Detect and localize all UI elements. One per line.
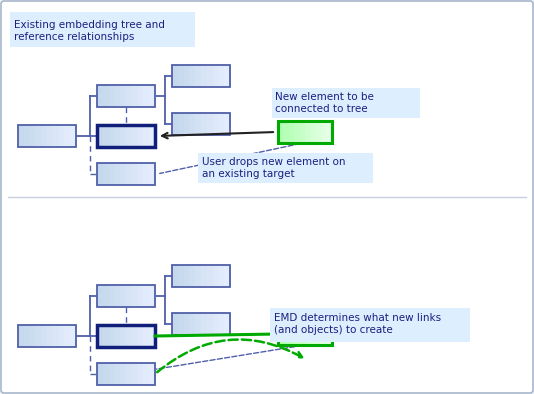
- Bar: [97, 163, 155, 185]
- Bar: [172, 313, 230, 335]
- Bar: [114, 285, 121, 307]
- Bar: [172, 65, 178, 87]
- Bar: [70, 325, 76, 347]
- Bar: [18, 325, 76, 347]
- Bar: [24, 325, 30, 347]
- Bar: [172, 113, 230, 135]
- Bar: [172, 265, 230, 287]
- Bar: [305, 323, 311, 345]
- Bar: [53, 325, 59, 347]
- Bar: [201, 113, 207, 135]
- Bar: [18, 125, 25, 147]
- Bar: [138, 85, 144, 107]
- Bar: [126, 325, 132, 347]
- Bar: [47, 125, 53, 147]
- Bar: [190, 113, 195, 135]
- Bar: [114, 163, 121, 185]
- Bar: [294, 121, 300, 143]
- Bar: [97, 363, 155, 385]
- Bar: [213, 265, 219, 287]
- Bar: [108, 325, 115, 347]
- Bar: [278, 121, 332, 143]
- Bar: [97, 125, 103, 147]
- Bar: [184, 265, 190, 287]
- Bar: [289, 323, 295, 345]
- Bar: [327, 121, 333, 143]
- Bar: [114, 85, 121, 107]
- Bar: [120, 125, 127, 147]
- Bar: [97, 85, 103, 107]
- Bar: [149, 285, 155, 307]
- Bar: [310, 323, 316, 345]
- Bar: [41, 325, 48, 347]
- Bar: [41, 125, 48, 147]
- Bar: [207, 313, 213, 335]
- Bar: [132, 363, 138, 385]
- Bar: [195, 265, 201, 287]
- Bar: [178, 313, 184, 335]
- Bar: [120, 163, 127, 185]
- Bar: [65, 125, 70, 147]
- Bar: [218, 65, 225, 87]
- Bar: [149, 325, 155, 347]
- Bar: [132, 163, 138, 185]
- Bar: [316, 121, 321, 143]
- Bar: [126, 285, 132, 307]
- Bar: [114, 325, 121, 347]
- Bar: [18, 125, 76, 147]
- Bar: [207, 265, 213, 287]
- Bar: [144, 363, 150, 385]
- Bar: [207, 113, 213, 135]
- Bar: [108, 163, 115, 185]
- Bar: [97, 163, 103, 185]
- Bar: [144, 125, 150, 147]
- Bar: [35, 125, 42, 147]
- Bar: [138, 325, 144, 347]
- Bar: [198, 153, 373, 183]
- Bar: [97, 363, 103, 385]
- Bar: [114, 125, 121, 147]
- Bar: [278, 121, 284, 143]
- Bar: [97, 285, 103, 307]
- Bar: [284, 121, 289, 143]
- Bar: [132, 85, 138, 107]
- Bar: [97, 125, 155, 147]
- Bar: [178, 113, 184, 135]
- Bar: [218, 113, 225, 135]
- Bar: [132, 125, 138, 147]
- Bar: [149, 363, 155, 385]
- Text: EMD determines what new links
(and objects) to create: EMD determines what new links (and objec…: [274, 313, 441, 335]
- Bar: [103, 125, 109, 147]
- Bar: [195, 65, 201, 87]
- Bar: [327, 323, 333, 345]
- Bar: [224, 113, 231, 135]
- Bar: [144, 325, 150, 347]
- Bar: [195, 113, 201, 135]
- Bar: [103, 325, 109, 347]
- Bar: [10, 12, 195, 47]
- Bar: [316, 323, 321, 345]
- Bar: [103, 85, 109, 107]
- Bar: [294, 323, 300, 345]
- Bar: [224, 65, 231, 87]
- Bar: [300, 121, 305, 143]
- Bar: [305, 121, 311, 143]
- Bar: [224, 265, 231, 287]
- Bar: [149, 125, 155, 147]
- Bar: [178, 65, 184, 87]
- Bar: [278, 323, 332, 345]
- Bar: [272, 88, 420, 118]
- Bar: [132, 325, 138, 347]
- Bar: [207, 65, 213, 87]
- Bar: [278, 323, 284, 345]
- Bar: [138, 125, 144, 147]
- Bar: [103, 285, 109, 307]
- Bar: [108, 285, 115, 307]
- Bar: [97, 325, 103, 347]
- Bar: [213, 313, 219, 335]
- Bar: [126, 125, 132, 147]
- Bar: [132, 285, 138, 307]
- Bar: [24, 125, 30, 147]
- Bar: [218, 313, 225, 335]
